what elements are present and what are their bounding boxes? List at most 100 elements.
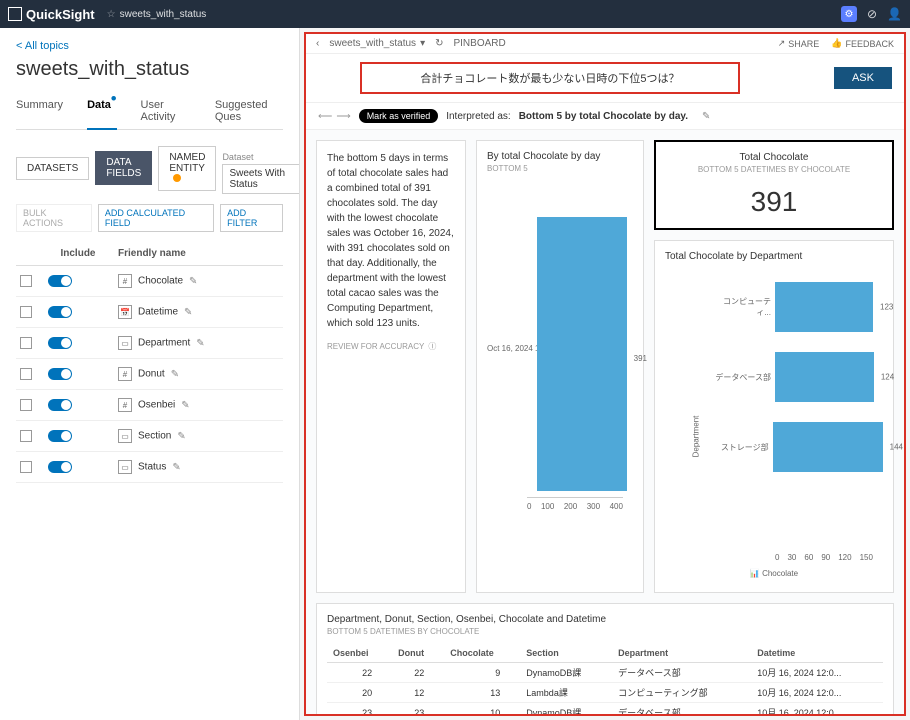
- subtabs: DATASETS DATA FIELDS NAMED ENTITY Datase…: [16, 142, 283, 194]
- prev-icon[interactable]: ⟵: [318, 111, 332, 122]
- query-input[interactable]: 合計チョコレート数が最も少ない日時の下位5つは？: [360, 62, 740, 94]
- pinboard-label[interactable]: PINBOARD: [453, 38, 505, 49]
- table-row[interactable]: 201213Lambda課コンピューティング部10月 16, 2024 12:0…: [327, 683, 883, 703]
- edit-icon[interactable]: ✎: [177, 431, 185, 442]
- include-toggle[interactable]: [48, 399, 72, 411]
- table-cell: データベース部: [612, 703, 751, 715]
- table-cell: 10月 16, 2024 12:0...: [751, 683, 883, 703]
- query-bar: 合計チョコレート数が最も少ない日時の下位5つは？ ASK: [306, 54, 904, 103]
- panel-toolbar: ‹ sweets_with_status ▾ ↻ PINBOARD ↗ SHAR…: [306, 34, 904, 54]
- topbar: QuickSight ☆sweets_with_status ⚙ ⊘ 👤: [0, 0, 910, 28]
- hbar-bar: 124: [775, 352, 874, 402]
- table-cell: 20: [327, 683, 392, 703]
- field-row: #Donut✎: [16, 359, 283, 390]
- left-panel: < All topics sweets_with_status Summary …: [0, 28, 300, 720]
- back-chevron-icon[interactable]: ‹: [316, 38, 319, 49]
- hbar-value: 144: [890, 443, 903, 452]
- tab-data[interactable]: Data•: [87, 93, 116, 129]
- table-cell: 10月 16, 2024 12:0...: [751, 703, 883, 715]
- field-name: Status: [138, 462, 166, 473]
- checkbox[interactable]: [20, 461, 32, 473]
- field-row: #Osenbei✎: [16, 390, 283, 421]
- topbar-left: QuickSight ☆sweets_with_status: [8, 7, 206, 22]
- dot-icon: •: [111, 90, 117, 107]
- table-row[interactable]: 232310DynamoDB課データベース部10月 16, 2024 12:0.…: [327, 703, 883, 715]
- add-filter-button[interactable]: ADD FILTER: [220, 204, 283, 232]
- checkbox[interactable]: [20, 368, 32, 380]
- include-toggle[interactable]: [48, 461, 72, 473]
- table-cell: Lambda課: [520, 683, 612, 703]
- chart1: Oct 16, 2024 12... 391 0100200300400: [487, 181, 633, 521]
- tab-suggested[interactable]: Suggested Ques: [215, 93, 283, 129]
- checkbox[interactable]: [20, 306, 32, 318]
- subtab-datafields[interactable]: DATA FIELDS: [95, 151, 152, 185]
- table-header[interactable]: Section: [520, 644, 612, 663]
- include-toggle[interactable]: [48, 275, 72, 287]
- tab-data-label: Data: [87, 99, 111, 111]
- table-header[interactable]: Donut: [392, 644, 444, 663]
- edit-icon[interactable]: ✎: [181, 400, 189, 411]
- edit-icon[interactable]: ✎: [184, 307, 192, 318]
- chart2-bars: コンピューティ...123データベース部124ストレージ部144: [715, 282, 883, 472]
- table-header[interactable]: Datetime: [751, 644, 883, 663]
- include-toggle[interactable]: [48, 337, 72, 349]
- table-header[interactable]: Department: [612, 644, 751, 663]
- breadcrumb[interactable]: sweets_with_status ▾: [329, 38, 425, 49]
- subtab-named-entity[interactable]: NAMED ENTITY: [158, 146, 216, 191]
- table-header[interactable]: Chocolate: [444, 644, 520, 663]
- table-cell: 9: [444, 663, 520, 683]
- info-icon: ⓘ: [428, 341, 436, 352]
- tab-user-activity[interactable]: User Activity: [141, 93, 191, 129]
- product-name: QuickSight: [26, 7, 95, 22]
- review-link[interactable]: REVIEW FOR ACCURACY ⓘ: [327, 341, 455, 352]
- table-row[interactable]: 22229DynamoDB課データベース部10月 16, 2024 12:0..…: [327, 663, 883, 683]
- checkbox[interactable]: [20, 275, 32, 287]
- table-cell: 23: [392, 703, 444, 715]
- help-icon[interactable]: ⊘: [867, 7, 877, 21]
- hbar-row: ストレージ部144: [715, 422, 883, 472]
- chart1-title: By total Chocolate by day: [487, 151, 633, 162]
- chart2-title: Total Chocolate by Department: [665, 251, 883, 262]
- edit-icon[interactable]: ✎: [702, 111, 710, 122]
- topbar-tab[interactable]: ☆sweets_with_status: [107, 9, 207, 20]
- logo[interactable]: QuickSight: [8, 7, 95, 22]
- table-header-row: OsenbeiDonutChocolateSectionDepartmentDa…: [327, 644, 883, 663]
- add-calculated-field-button[interactable]: ADD CALCULATED FIELD: [98, 204, 214, 232]
- ask-button[interactable]: ASK: [834, 67, 892, 89]
- edit-icon[interactable]: ✎: [196, 338, 204, 349]
- subtab-datasets[interactable]: DATASETS: [16, 157, 89, 180]
- right-column: Total Chocolate BOTTOM 5 DATETIMES BY CH…: [654, 140, 894, 593]
- table-header[interactable]: Osenbei: [327, 644, 392, 663]
- hbar-row: データベース部124: [715, 352, 883, 402]
- include-toggle[interactable]: [48, 306, 72, 318]
- feedback-button[interactable]: 👍 FEEDBACK: [831, 38, 894, 49]
- edit-icon[interactable]: ✎: [171, 369, 179, 380]
- page-title: sweets_with_status: [16, 58, 283, 81]
- table-sub: BOTTOM 5 DATETIMES BY CHOCOLATE: [327, 627, 883, 636]
- gear-icon[interactable]: ⚙: [841, 6, 857, 22]
- field-row: ▭Department✎: [16, 328, 283, 359]
- kpi-sub: BOTTOM 5 DATETIMES BY CHOCOLATE: [666, 165, 882, 174]
- back-link[interactable]: < All topics: [16, 40, 283, 52]
- named-label: NAMED ENTITY: [169, 152, 205, 174]
- next-icon[interactable]: ⟶: [336, 111, 350, 122]
- checkbox[interactable]: [20, 337, 32, 349]
- edit-icon[interactable]: ✎: [189, 276, 197, 287]
- dataset-select[interactable]: Sweets With Status: [222, 164, 300, 194]
- edit-icon[interactable]: ✎: [172, 462, 180, 473]
- hbar-label: コンピューティ...: [715, 296, 775, 318]
- user-icon[interactable]: 👤: [887, 7, 902, 21]
- field-name: Department: [138, 338, 190, 349]
- nav-arrows: ⟵⟶: [318, 111, 351, 122]
- share-button[interactable]: ↗ SHARE: [778, 38, 820, 49]
- chart1-card: By total Chocolate by day BOTTOM 5 Oct 1…: [476, 140, 644, 593]
- checkbox[interactable]: [20, 430, 32, 442]
- fields-rows: #Chocolate✎ 📅Datetime✎ ▭Department✎ #Don…: [16, 266, 283, 483]
- bulk-actions-button[interactable]: BULK ACTIONS: [16, 204, 92, 232]
- include-toggle[interactable]: [48, 430, 72, 442]
- include-toggle[interactable]: [48, 368, 72, 380]
- verified-badge[interactable]: Mark as verified: [359, 109, 439, 123]
- checkbox[interactable]: [20, 399, 32, 411]
- tab-summary[interactable]: Summary: [16, 93, 63, 129]
- refresh-icon[interactable]: ↻: [435, 38, 443, 49]
